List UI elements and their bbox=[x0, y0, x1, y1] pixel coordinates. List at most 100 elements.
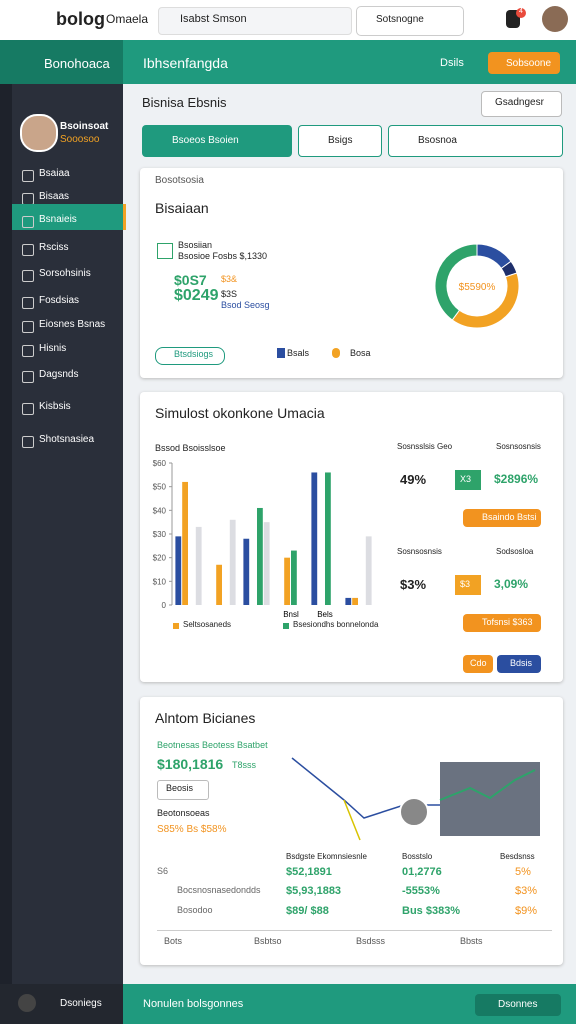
value: $3S bbox=[221, 289, 238, 299]
text: Bsosioe Fosbs $,1330 bbox=[178, 251, 268, 261]
table-footer: Bsbtso bbox=[254, 936, 282, 946]
table-cell: $5,93,1883 bbox=[286, 885, 342, 897]
header-link[interactable]: Dsils bbox=[440, 57, 464, 69]
divider bbox=[157, 930, 552, 931]
bar bbox=[257, 507, 263, 605]
profile-name: Bsoinsoat bbox=[60, 121, 109, 132]
page-title: Bisnisa Ebsnis bbox=[142, 95, 227, 110]
menu-item[interactable]: Rsciss bbox=[39, 242, 69, 253]
header-title[interactable]: Ibhsenfangda bbox=[143, 55, 228, 71]
menu-active bbox=[12, 204, 126, 230]
stat-value: $3% bbox=[400, 577, 427, 592]
logo: bolog bbox=[56, 9, 105, 29]
card-button-text: Beosis bbox=[166, 783, 194, 793]
app-name: Bonohoaca bbox=[44, 56, 110, 71]
donut-center: $5590% bbox=[459, 282, 496, 293]
table-cell: $89/ $88 bbox=[286, 905, 329, 917]
menu-item[interactable]: Eiosnes Bsnas bbox=[39, 319, 106, 330]
y-tick-label: $10 bbox=[153, 577, 167, 586]
stat-badge bbox=[455, 575, 481, 595]
table-cell: Bocsnosnasedondds bbox=[177, 885, 261, 895]
table-footer: Bbsts bbox=[460, 936, 483, 946]
text: Beotnesas Beotess Bsatbet bbox=[157, 740, 268, 750]
menu-item[interactable]: Hisnis bbox=[39, 343, 67, 354]
stat-button[interactable] bbox=[463, 509, 541, 527]
bar bbox=[216, 564, 222, 605]
card-button[interactable] bbox=[155, 347, 225, 365]
card-title: Simulost okonkone Umacia bbox=[155, 405, 325, 421]
menu-item[interactable]: Bsaiaa bbox=[39, 168, 70, 179]
x-tick-label: Bnsl bbox=[283, 610, 299, 619]
legend-label: Bsals bbox=[287, 348, 310, 358]
icon bbox=[399, 797, 429, 827]
stat-label: Sosnsosnsis bbox=[496, 442, 541, 451]
card bbox=[140, 392, 563, 682]
stat-label: Sosnsosnsis bbox=[397, 547, 442, 556]
table-cell: $52,1891 bbox=[286, 866, 332, 878]
search-text: Isabst Smson bbox=[180, 13, 247, 25]
bottom-button-text: Dsonnes bbox=[498, 999, 538, 1010]
filter[interactable] bbox=[298, 125, 382, 157]
bottom-button[interactable] bbox=[475, 994, 561, 1016]
table-cell: 01,2776 bbox=[402, 866, 442, 878]
bar bbox=[345, 597, 352, 605]
header-button-text: Sobsoone bbox=[506, 58, 552, 69]
card-title: Bisaiaan bbox=[155, 200, 209, 216]
y-tick-label: $20 bbox=[153, 554, 167, 563]
page-button[interactable] bbox=[481, 91, 562, 117]
value: Bsod Seosg bbox=[221, 300, 270, 310]
bottom-text[interactable]: Nonulen bolsgonnes bbox=[143, 998, 244, 1010]
menu-item[interactable]: Fosdsias bbox=[39, 295, 80, 306]
small-button[interactable] bbox=[463, 655, 493, 673]
filter[interactable] bbox=[142, 125, 292, 157]
search-box[interactable] bbox=[158, 7, 352, 35]
menu-icon bbox=[22, 297, 34, 309]
stat-button[interactable] bbox=[463, 614, 541, 632]
bar bbox=[311, 472, 318, 605]
y-tick-label: $30 bbox=[153, 530, 167, 539]
page-button-text: Gsadngesr bbox=[495, 97, 544, 108]
header-left bbox=[0, 40, 123, 84]
table-cell: 5% bbox=[515, 866, 531, 878]
legend-swatch bbox=[277, 348, 285, 358]
bar bbox=[175, 536, 182, 605]
card-label: Bosotsosia bbox=[155, 175, 204, 186]
footer-text[interactable]: Dsoniegs bbox=[60, 998, 102, 1009]
filter-text: Bsigs bbox=[328, 135, 353, 146]
value: $0249 bbox=[174, 287, 219, 304]
small-button-text: Cdo bbox=[470, 658, 487, 668]
y-tick-label: $40 bbox=[153, 506, 167, 515]
bar bbox=[365, 536, 372, 605]
legend-swatch bbox=[332, 348, 340, 358]
top-button-text: Sotsnogne bbox=[376, 14, 424, 25]
table-cell: $9% bbox=[515, 905, 538, 917]
stat-button-text: Tofsnsi $363 bbox=[482, 617, 533, 627]
small-button[interactable] bbox=[497, 655, 541, 673]
menu-item[interactable]: Bisaas bbox=[39, 191, 70, 202]
legend-label: Bsesiondhs bonnelonda bbox=[293, 620, 379, 629]
menu-item[interactable]: Kisbsis bbox=[39, 401, 71, 412]
menu-item[interactable]: Sorsohsinis bbox=[39, 268, 91, 279]
card-button[interactable] bbox=[157, 780, 209, 800]
stat-delta: 3,09% bbox=[494, 577, 529, 591]
bar bbox=[243, 538, 250, 605]
bar bbox=[325, 472, 331, 605]
donut-slice bbox=[434, 243, 478, 321]
sidebar-edge bbox=[0, 84, 12, 984]
check-icon bbox=[157, 243, 173, 259]
table-cell: Bus $383% bbox=[402, 905, 461, 917]
filter[interactable] bbox=[388, 125, 563, 157]
menu-item[interactable]: Dagsnds bbox=[39, 369, 79, 380]
header-button[interactable] bbox=[488, 52, 560, 74]
footer-icon bbox=[18, 994, 36, 1012]
stat-badge-text: X3 bbox=[460, 474, 472, 484]
table-cell: $3% bbox=[515, 885, 538, 897]
x-tick-label: Bels bbox=[317, 610, 333, 619]
stat-button-text: Bsaindo Bstsi bbox=[482, 512, 537, 522]
menu-icon bbox=[22, 321, 34, 333]
menu-item[interactable]: Shotsnasiea bbox=[39, 434, 95, 445]
top-button[interactable] bbox=[356, 6, 464, 36]
avatar[interactable] bbox=[542, 6, 568, 32]
menu-item[interactable]: Bsnaieis bbox=[39, 214, 77, 225]
table-footer: Bots bbox=[164, 936, 183, 946]
